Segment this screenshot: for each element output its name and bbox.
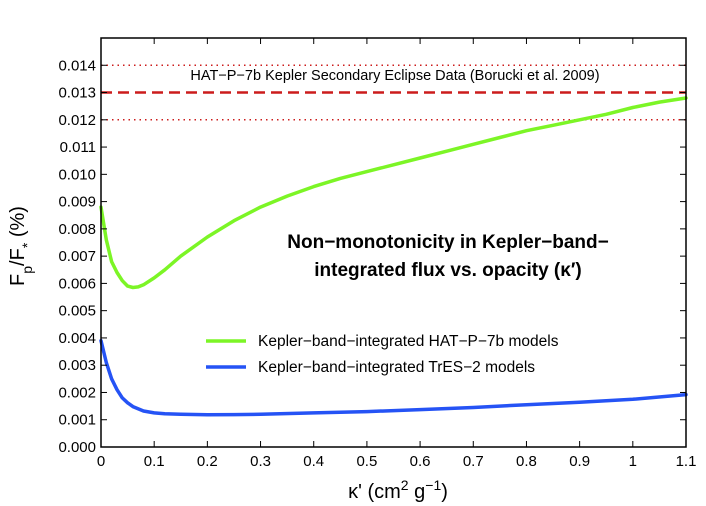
x-tick-label: 0.5 (356, 453, 377, 470)
x-tick-label: 1.1 (676, 453, 697, 470)
y-tick-label: 0.014 (58, 57, 96, 74)
y-tick-label: 0.007 (58, 248, 96, 265)
x-tick-label: 0.2 (197, 453, 218, 470)
legend-label-hatp7b: Kepler−band−integrated HAT−P−7b models (258, 333, 559, 350)
y-axis-ticks: 0.000 0.001 0.002 0.003 0.004 0.005 0.006 0.007… (58, 57, 686, 456)
y-tick-label: 0.000 (58, 439, 96, 456)
x-tick-label: 1 (629, 453, 637, 470)
y-axis-label: Fp/F* (%) (7, 206, 35, 286)
y-tick-label: 0.011 (60, 139, 96, 156)
svg-text:κ' (cm2 g−1): κ' (cm2 g−1) (348, 477, 448, 503)
x-axis-ticks: 0 0.1 0.2 0.3 0.4 0.5 0.6 0.7 0.8 0.9 1 1.1 (97, 38, 697, 470)
legend-label-tres2: Kepler−band−integrated TrES−2 models (258, 359, 535, 376)
x-tick-label: 0.6 (410, 453, 431, 470)
y-tick-label: 0.006 (58, 275, 96, 292)
x-tick-label: 0 (97, 453, 105, 470)
eclipse-data-label: HAT−P−7b Kepler Secondary Eclipse Data (… (190, 68, 599, 84)
x-tick-label: 0.9 (569, 453, 590, 470)
y-tick-label: 0.001 (58, 412, 96, 429)
x-axis-label: κ' (cm2 g−1) (348, 477, 448, 503)
x-tick-label: 0.4 (303, 453, 324, 470)
reference-lines (101, 64, 686, 121)
note-line-1: Non−monotonicity in Kepler−band− (287, 232, 608, 253)
y-tick-label: 0.003 (58, 357, 96, 374)
legend: Kepler−band−integrated HAT−P−7b models K… (206, 333, 559, 376)
note-line-2: integrated flux vs. opacity (κ′) (314, 260, 581, 281)
x-tick-label: 0.7 (463, 453, 484, 470)
y-tick-label: 0.008 (58, 221, 96, 238)
svg-text:Fp/F* (%): Fp/F* (%) (7, 206, 35, 286)
y-tick-label: 0.002 (58, 384, 96, 401)
series-line-hatp7b (99, 96, 688, 290)
y-tick-label: 0.010 (58, 166, 96, 183)
plot-frame (100, 37, 687, 448)
y-tick-label: 0.009 (58, 194, 96, 211)
y-tick-label: 0.005 (58, 303, 96, 320)
series-lines (99, 96, 688, 417)
y-tick-label: 0.013 (58, 85, 96, 102)
y-tick-label: 0.004 (58, 330, 96, 347)
x-tick-label: 0.8 (516, 453, 537, 470)
y-tick-label: 0.012 (58, 112, 96, 129)
series-line-tres2 (99, 338, 688, 417)
x-tick-label: 0.1 (144, 453, 165, 470)
x-tick-label: 0.3 (250, 453, 271, 470)
